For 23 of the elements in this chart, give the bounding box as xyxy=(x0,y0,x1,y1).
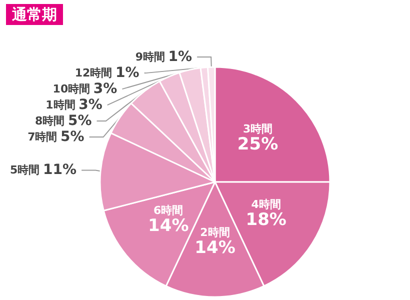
data-label: 18% xyxy=(246,210,286,230)
data-label: 1% xyxy=(168,49,192,66)
data-label: 11% xyxy=(43,162,77,178)
data-label: 14% xyxy=(194,238,236,258)
slice-label: 1時間 xyxy=(46,98,76,112)
chart-title: 通常期 xyxy=(11,6,57,24)
slice-label: 9時間 xyxy=(135,50,165,64)
slice-label: 2時間 xyxy=(200,226,230,239)
data-label: 25% xyxy=(237,134,278,155)
data-label: 3% xyxy=(78,97,102,114)
data-label: 3% xyxy=(93,81,118,98)
data-label: 5% xyxy=(68,113,92,130)
slice-label: 3時間 xyxy=(242,122,273,136)
slice-label: 10時間 xyxy=(52,82,90,96)
data-label: 14% xyxy=(148,216,189,236)
data-label: 5% xyxy=(60,129,84,146)
slice-label: 5時間 xyxy=(10,164,40,177)
slice-label: 12時間 xyxy=(74,66,112,80)
slice-label: 7時間 xyxy=(28,130,58,144)
slice-label: 4時間 xyxy=(251,198,281,211)
slice-label: 6時間 xyxy=(154,204,184,218)
slice-label: 8時間 xyxy=(35,114,65,128)
data-label: 1% xyxy=(116,65,140,82)
